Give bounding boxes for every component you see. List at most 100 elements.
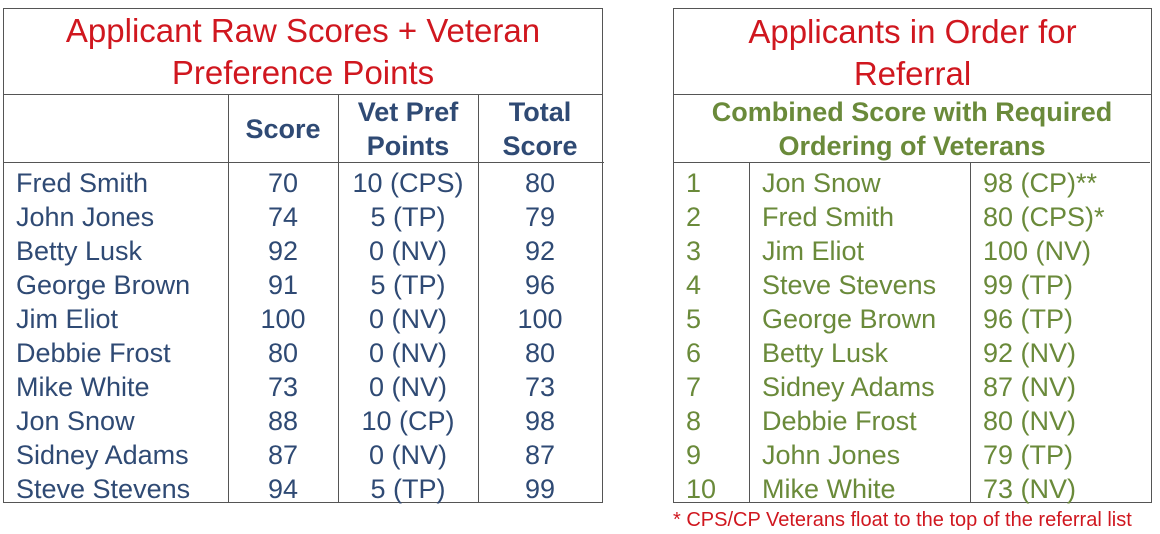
- total-score: 80: [524, 338, 556, 368]
- column-divider: [970, 163, 971, 502]
- raw-score: 80: [267, 338, 299, 368]
- applicant-name: Betty Lusk: [16, 236, 143, 266]
- table-row: Mike White 73 0 (NV) 73: [4, 370, 602, 404]
- referral-rank: 2: [686, 202, 702, 232]
- table-row: John Jones 74 5 (TP) 79: [4, 200, 602, 234]
- applicant-name: Jon Snow: [762, 168, 881, 198]
- table-row: Betty Lusk 92 0 (NV) 92: [4, 234, 602, 268]
- total-score: 80: [524, 168, 556, 198]
- combined-score: 87 (NV): [983, 372, 1077, 402]
- applicant-name: John Jones: [762, 440, 901, 470]
- combined-score: 73 (NV): [983, 474, 1077, 504]
- vet-pref-points: 0 (NV): [368, 372, 447, 402]
- combined-score: 96 (TP): [983, 304, 1074, 334]
- total-score: 92: [524, 236, 556, 266]
- table-row: Steve Stevens 94 5 (TP) 99: [4, 472, 602, 506]
- table-row: 7 Sidney Adams 87 (NV): [674, 370, 1151, 404]
- total-score: 98: [524, 406, 556, 436]
- raw-score: 88: [267, 406, 299, 436]
- referral-rank: 9: [686, 440, 702, 470]
- vet-pref-points: 10 (CP): [361, 406, 455, 436]
- table-row: 10 Mike White 73 (NV): [674, 472, 1151, 506]
- combined-score: 98 (CP)**: [983, 168, 1098, 198]
- applicant-name: Sidney Adams: [16, 440, 189, 470]
- vet-pref-points: 5 (TP): [370, 270, 446, 300]
- score-header: Score: [228, 95, 338, 163]
- table-row: Fred Smith 70 10 (CPS) 80: [4, 166, 602, 200]
- applicant-name: Jim Eliot: [16, 304, 119, 334]
- referral-rank: 10: [686, 474, 717, 504]
- applicant-name: Steve Stevens: [16, 474, 191, 504]
- table-row: 6 Betty Lusk 92 (NV): [674, 336, 1151, 370]
- raw-scores-title: Applicant Raw Scores + Veteran Preferenc…: [4, 9, 602, 95]
- combined-score: 100 (NV): [983, 236, 1092, 266]
- referral-rank: 1: [686, 168, 702, 198]
- referral-title: Applicants in Order for Referral: [674, 9, 1151, 95]
- referral-rank: 4: [686, 270, 702, 300]
- vet-pref-header: Vet Pref Points: [338, 95, 478, 163]
- raw-score: 91: [267, 270, 299, 300]
- table-row: 3 Jim Eliot 100 (NV): [674, 234, 1151, 268]
- column-divider: [338, 95, 339, 502]
- table-row: 1 Jon Snow 98 (CP)**: [674, 166, 1151, 200]
- total-score: 87: [524, 440, 556, 470]
- vet-pref-points: 0 (NV): [368, 236, 447, 266]
- applicant-name: George Brown: [16, 270, 191, 300]
- table-row: Sidney Adams 87 0 (NV) 87: [4, 438, 602, 472]
- raw-score: 73: [267, 372, 299, 402]
- combined-score: 92 (NV): [983, 338, 1077, 368]
- applicant-name: Sidney Adams: [762, 372, 935, 402]
- total-score: 73: [524, 372, 556, 402]
- vet-pref-points: 5 (TP): [370, 474, 446, 504]
- vet-pref-points: 0 (NV): [368, 338, 447, 368]
- table-row: 8 Debbie Frost 80 (NV): [674, 404, 1151, 438]
- total-score: 96: [524, 270, 556, 300]
- table-row: Debbie Frost 80 0 (NV) 80: [4, 336, 602, 370]
- applicant-name: Betty Lusk: [762, 338, 889, 368]
- combined-score-header: Combined Score with Required Ordering of…: [674, 95, 1150, 163]
- referral-order-table: Applicants in Order for Referral Combine…: [673, 8, 1152, 506]
- total-score: 99: [524, 474, 556, 504]
- raw-scores-table: Applicant Raw Scores + Veteran Preferenc…: [3, 8, 604, 506]
- referral-rank: 7: [686, 372, 702, 402]
- referral-rank: 6: [686, 338, 702, 368]
- vet-pref-points: 5 (TP): [370, 202, 446, 232]
- footnote: * CPS/CP Veterans float to the top of th…: [673, 509, 1132, 531]
- applicant-name: Mike White: [16, 372, 150, 402]
- combined-score: 79 (TP): [983, 440, 1074, 470]
- table-row: George Brown 91 5 (TP) 96: [4, 268, 602, 302]
- table-row: 2 Fred Smith 80 (CPS)*: [674, 200, 1151, 234]
- combined-score: 80 (CPS)*: [983, 202, 1105, 232]
- applicant-name: Mike White: [762, 474, 896, 504]
- table-row: 4 Steve Stevens 99 (TP): [674, 268, 1151, 302]
- raw-score: 92: [267, 236, 299, 266]
- column-divider: [478, 95, 479, 502]
- column-divider: [228, 95, 229, 502]
- referral-rank: 5: [686, 304, 702, 334]
- table-row: 5 George Brown 96 (TP): [674, 302, 1151, 336]
- applicant-name: Fred Smith: [762, 202, 895, 232]
- vet-pref-points: 0 (NV): [368, 304, 447, 334]
- raw-score: 70: [267, 168, 299, 198]
- applicant-name: Debbie Frost: [762, 406, 917, 436]
- table-row: Jon Snow 88 10 (CP) 98: [4, 404, 602, 438]
- referral-rank: 3: [686, 236, 702, 266]
- total-score: 79: [524, 202, 556, 232]
- applicant-name: George Brown: [762, 304, 937, 334]
- applicant-name: Steve Stevens: [762, 270, 937, 300]
- raw-score: 100: [260, 304, 306, 334]
- applicant-name: John Jones: [16, 202, 155, 232]
- vet-pref-points: 0 (NV): [368, 440, 447, 470]
- table-row: 9 John Jones 79 (TP): [674, 438, 1151, 472]
- combined-score: 80 (NV): [983, 406, 1077, 436]
- total-score-header: Total Score: [478, 95, 602, 163]
- raw-score: 87: [267, 440, 299, 470]
- vet-pref-points: 10 (CPS): [352, 168, 464, 198]
- total-score: 100: [517, 304, 563, 334]
- combined-score: 99 (TP): [983, 270, 1074, 300]
- table-row: Jim Eliot 100 0 (NV) 100: [4, 302, 602, 336]
- applicant-name: Debbie Frost: [16, 338, 171, 368]
- applicant-name: Jim Eliot: [762, 236, 865, 266]
- raw-score: 94: [267, 474, 299, 504]
- applicant-name: Jon Snow: [16, 406, 135, 436]
